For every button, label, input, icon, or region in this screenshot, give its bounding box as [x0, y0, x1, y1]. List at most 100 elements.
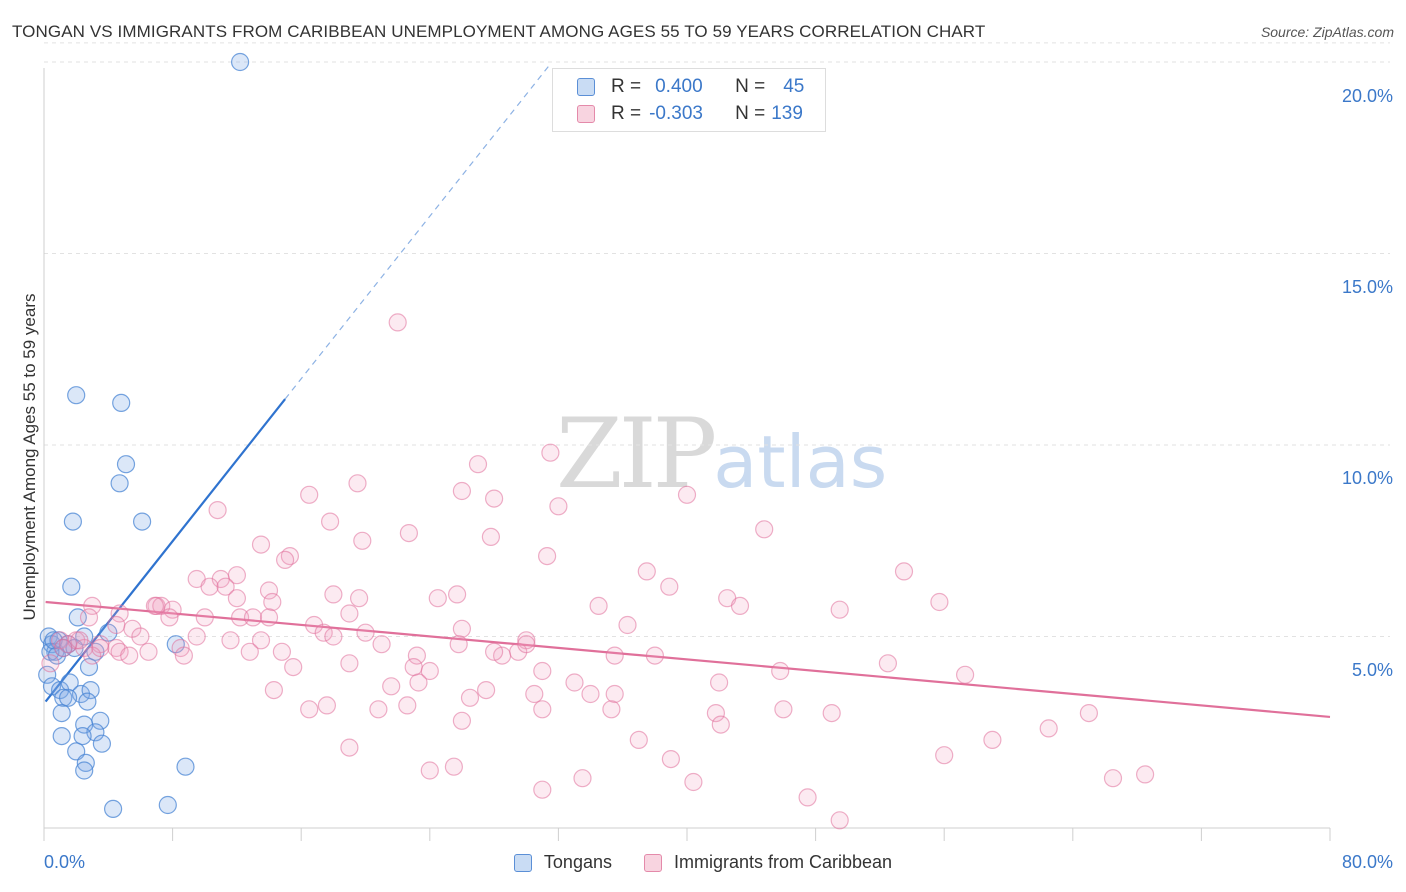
caribbean-point [452, 711, 471, 730]
caribbean-point [272, 642, 291, 661]
legend: Tongans Immigrants from Caribbean [0, 852, 1406, 873]
caribbean-point [605, 646, 624, 665]
caribbean-point [324, 585, 343, 604]
caribbean-point [930, 592, 949, 612]
caribbean-point [216, 577, 235, 596]
caribbean-point [589, 596, 608, 616]
caribbean-point [231, 608, 250, 627]
caribbean-point [324, 627, 343, 646]
caribbean-point [573, 769, 592, 788]
r-value: -0.303 [649, 103, 703, 124]
caribbean-point [317, 696, 336, 715]
tongans-point [76, 753, 95, 773]
caribbean-point [448, 585, 467, 604]
caribbean-point [798, 788, 817, 807]
caribbean-point [120, 646, 139, 665]
caribbean-point [321, 512, 340, 531]
watermark-zip: ZIP [556, 398, 717, 510]
caribbean-point [300, 700, 319, 719]
tongans-point [92, 734, 112, 753]
legend-label: Tongans [543, 852, 612, 872]
caribbean-point [525, 684, 544, 704]
tongans-swatch [577, 78, 595, 96]
caribbean-point [221, 631, 240, 650]
caribbean-point [110, 604, 129, 623]
caribbean-point [264, 680, 283, 700]
caribbean-point [730, 596, 750, 616]
caribbean-point [227, 566, 246, 585]
caribbean-point [70, 631, 89, 650]
tongans-point [54, 688, 73, 707]
caribbean-point [449, 635, 468, 654]
tongans-point [110, 474, 129, 493]
x-tick-label: 80.0% [1341, 852, 1393, 872]
caribbean-point [251, 535, 271, 554]
caribbean-point [830, 600, 849, 619]
caribbean-point [41, 654, 60, 673]
caribbean-point [645, 646, 665, 665]
caribbean-point [602, 700, 621, 719]
caribbean-point [420, 661, 439, 681]
legend-swatch-tongans [513, 853, 532, 872]
caribbean-point [485, 489, 504, 508]
caribbean-point [878, 654, 898, 673]
r-label: R = [611, 76, 642, 97]
caribbean-point [533, 780, 552, 799]
legend-item-tongans[interactable]: Tongans [513, 852, 612, 873]
y-tick-label: 15.0% [1341, 277, 1393, 297]
stats-row-tongans: R = 0.400 N = 45 [577, 75, 804, 99]
caribbean-point [83, 596, 102, 616]
caribbean-point [251, 631, 271, 650]
caribbean-point [139, 642, 158, 661]
caribbean-point [314, 623, 333, 642]
caribbean-point [637, 562, 656, 581]
caribbean-point [131, 627, 150, 646]
caribbean-point [935, 746, 954, 765]
legend-swatch-caribbean [643, 853, 662, 872]
chart-title: TONGAN VS IMMIGRANTS FROM CARIBBEAN UNEM… [12, 22, 986, 41]
caribbean-point [452, 481, 471, 501]
caribbean-point [145, 596, 164, 616]
caribbean-point [259, 608, 279, 627]
tongans-point [231, 52, 250, 72]
caribbean-point [263, 592, 282, 612]
caribbean-point [706, 703, 726, 723]
caribbean-point [110, 642, 129, 661]
tongans-point [78, 692, 97, 711]
caribbean-point [300, 485, 319, 504]
tongans-point [81, 680, 100, 700]
legend-item-caribbean[interactable]: Immigrants from Caribbean [643, 852, 892, 873]
caribbean-point [1039, 719, 1058, 738]
y-tick-label: 10.0% [1341, 468, 1393, 488]
y-tick-label: 20.0% [1341, 86, 1393, 106]
tongans-point [103, 799, 123, 819]
correlation-stats-box: R = 0.400 N = 45 R = -0.303 N = 139 [552, 68, 826, 132]
caribbean-point [955, 665, 975, 684]
watermark-atlas: atlas [713, 420, 888, 504]
tongans-point [73, 726, 92, 746]
caribbean-trend-line [45, 600, 1331, 719]
caribbean-point [533, 700, 552, 719]
caribbean-point [407, 646, 426, 665]
caribbean-point [284, 657, 303, 677]
caribbean-point [661, 749, 681, 769]
tongans-point [79, 657, 99, 677]
caribbean-point [369, 700, 388, 719]
tongans-point [52, 703, 71, 723]
caribbean-point [399, 523, 418, 543]
caribbean-point [91, 638, 110, 658]
caribbean-point [243, 608, 263, 627]
caribbean-point [382, 677, 401, 696]
x-tick-label: 0.0% [44, 852, 86, 872]
tongans-point [67, 386, 86, 405]
caribbean-point [605, 684, 624, 704]
stats-row-caribbean: R = -0.303 N = 139 [577, 102, 803, 126]
n-label: N = [735, 103, 766, 124]
caribbean-point [684, 772, 703, 792]
source-label: Source: ZipAtlas.com [1260, 24, 1394, 40]
caribbean-point [240, 642, 259, 661]
caribbean-point [107, 615, 126, 635]
r-label: R = [611, 103, 642, 124]
y-axis-label: Unemployment Among Ages 55 to 59 years [20, 293, 39, 621]
tongans-point [44, 631, 63, 650]
